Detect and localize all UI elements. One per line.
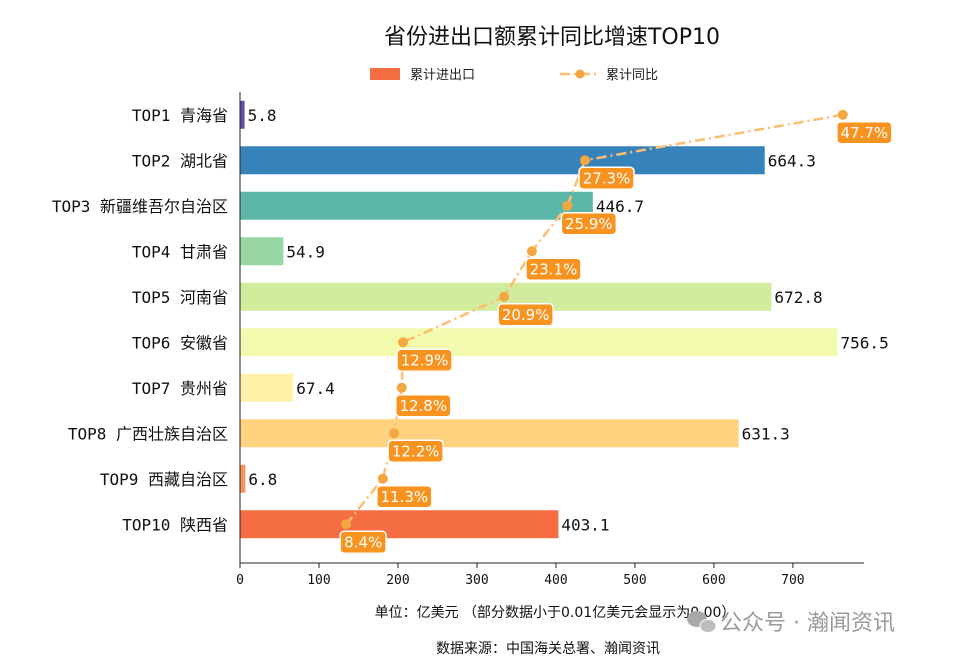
yoy-label-text: 27.3%: [583, 169, 631, 187]
yoy-label: 8.4%: [339, 530, 387, 554]
bar-value-label: 756.5: [841, 333, 889, 352]
x-tick-label: 400: [544, 573, 567, 588]
bar-value-label: 672.8: [774, 288, 822, 307]
yoy-label-text: 23.1%: [530, 260, 578, 278]
bar: [240, 237, 284, 266]
x-tick-label: 600: [702, 573, 725, 588]
yoy-point: [562, 200, 573, 211]
watermark-text: 公众号 · 瀚闻资讯: [720, 611, 895, 636]
x-tick-label: 200: [386, 573, 409, 588]
yoy-label-text: 20.9%: [502, 306, 550, 324]
yoy-label-text: 12.9%: [401, 351, 449, 369]
bar: [240, 464, 246, 493]
unit-note: 单位：亿美元 （部分数据小于0.01亿美元会显示为0.00）: [375, 605, 736, 621]
bar-value-label: 5.8: [248, 106, 277, 125]
bar: [240, 419, 739, 448]
watermark: 公众号 · 瀚闻资讯: [687, 611, 895, 636]
yoy-label: 11.3%: [376, 485, 433, 509]
yoy-label-box: [339, 530, 387, 554]
yoy-label: 27.3%: [578, 166, 635, 190]
x-tick-label: 500: [623, 573, 646, 588]
yoy-label-box: [387, 439, 444, 463]
yoy-label-box: [836, 121, 893, 145]
legend: 累计进出口 累计同比: [370, 68, 658, 83]
yoy-label-text: 11.3%: [380, 488, 428, 506]
x-tick-label: 0: [236, 573, 244, 588]
yoy-point: [341, 519, 352, 530]
bar: [240, 373, 294, 402]
legend-line-label: 累计同比: [606, 68, 658, 83]
yoy-point: [837, 109, 848, 120]
bar-value-label: 631.3: [742, 424, 790, 443]
yoy-point: [398, 337, 409, 348]
yoy-label: 25.9%: [560, 212, 618, 236]
bar: [240, 191, 593, 220]
legend-bar-label: 累计进出口: [410, 68, 475, 83]
bar-value-label: 67.4: [296, 379, 335, 398]
category-label: TOP2 湖北省: [132, 151, 228, 170]
category-label: TOP6 安徽省: [132, 333, 228, 352]
x-tick-label: 300: [465, 573, 488, 588]
source-note: 数据来源：中国海关总署、瀚闻资讯: [436, 641, 660, 657]
x-tick-label: 100: [307, 573, 330, 588]
category-label: TOP4 甘肃省: [132, 242, 228, 261]
yoy-label-text: 8.4%: [344, 533, 382, 551]
yoy-label-text: 47.7%: [841, 124, 889, 142]
yoy-label-text: 12.2%: [392, 442, 440, 460]
legend-line-marker: [575, 69, 585, 79]
category-label: TOP1 青海省: [132, 106, 228, 125]
category-label: TOP5 河南省: [132, 288, 228, 307]
wechat-icon: [687, 611, 717, 633]
yoy-label-box: [396, 348, 453, 372]
yoy-label-box: [376, 485, 433, 509]
chart-title: 省份进出口额累计同比增速TOP10: [384, 25, 720, 50]
bar-value-label: 446.7: [596, 197, 644, 216]
yoy-label: 47.7%: [836, 121, 893, 145]
category-label: TOP9 西藏自治区: [100, 470, 228, 489]
yoy-label: 12.9%: [396, 348, 453, 372]
bar: [240, 328, 838, 357]
yoy-label-box: [578, 166, 635, 190]
yoy-label-box: [395, 394, 452, 418]
bar: [240, 100, 245, 129]
yoy-label: 23.1%: [525, 257, 582, 281]
yoy-point: [396, 382, 407, 393]
category-label: TOP8 广西壮族自治区: [68, 424, 228, 443]
bar-value-label: 403.1: [561, 515, 609, 534]
yoy-label-text: 25.9%: [565, 215, 613, 233]
yoy-point: [389, 428, 400, 439]
category-label: TOP3 新疆维吾尔自治区: [52, 197, 228, 216]
bar: [240, 510, 559, 539]
category-label: TOP10 陕西省: [122, 515, 228, 534]
bar-value-label: 54.9: [286, 242, 325, 261]
yoy-point: [499, 291, 510, 302]
plot-area: TOP1 青海省 5.8 TOP2 湖北省 664.3 TOP3 新疆维吾尔自治区 446…: [52, 92, 893, 588]
legend-bar-swatch: [370, 68, 400, 80]
yoy-label-text: 12.8%: [399, 397, 447, 415]
yoy-label-box: [525, 257, 582, 281]
yoy-label: 20.9%: [497, 303, 554, 327]
yoy-label: 12.8%: [395, 394, 452, 418]
yoy-label-box: [560, 212, 618, 236]
x-tick-label: 700: [781, 573, 804, 588]
yoy-point: [526, 246, 537, 257]
bar: [240, 146, 765, 175]
bar-value-label: 664.3: [768, 151, 816, 170]
yoy-label: 12.2%: [387, 439, 444, 463]
yoy-point: [580, 155, 591, 166]
yoy-label-box: [497, 303, 554, 327]
category-label: TOP7 贵州省: [132, 379, 228, 398]
bar-value-label: 6.8: [248, 470, 277, 489]
yoy-point: [377, 473, 388, 484]
